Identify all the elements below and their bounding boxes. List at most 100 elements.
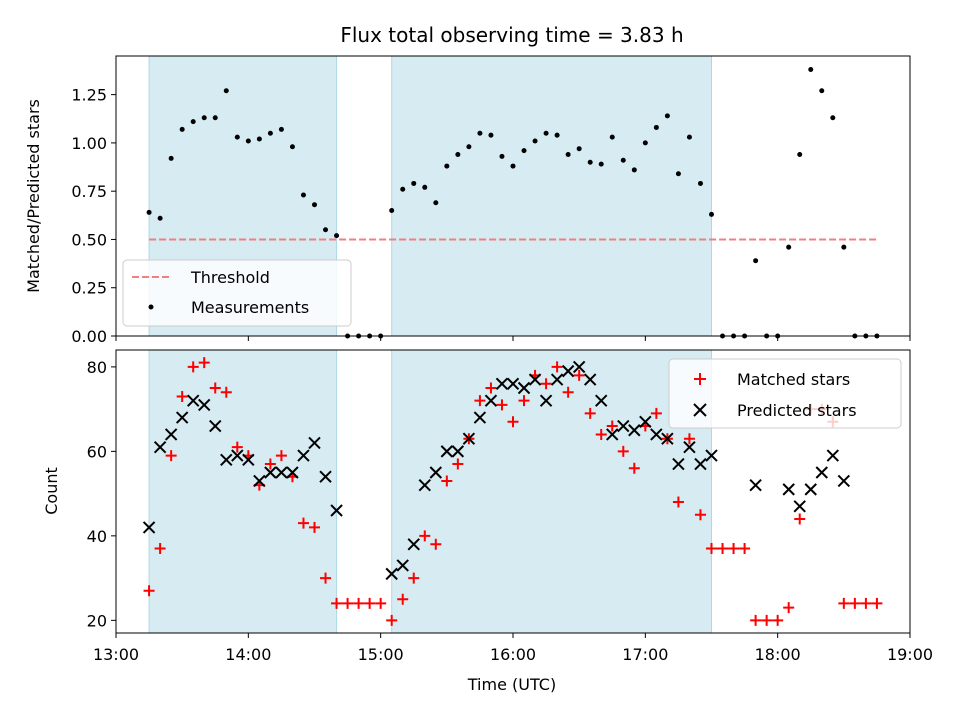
predicted-star-marker: [451, 445, 465, 458]
measurement-point: [334, 233, 340, 239]
x-tick-label: 14:00: [225, 645, 271, 664]
measurement-point: [543, 130, 549, 136]
measurement-point: [587, 159, 593, 165]
matched-star-marker: [717, 543, 729, 555]
matched-star-marker: [772, 614, 784, 626]
matched-star-marker: [606, 420, 618, 432]
matched-star-marker: [275, 450, 287, 462]
ratio-panel: Flux total observing time = 3.83 h 0.000…: [24, 23, 911, 346]
observing-windows-bottom: [148, 349, 712, 634]
measurement-point: [245, 138, 251, 144]
predicted-star-marker: [396, 559, 409, 572]
predicted-star-marker: [617, 419, 630, 433]
predicted-star-marker: [606, 428, 619, 441]
matched-star-marker: [849, 597, 861, 609]
predicted-star-marker: [153, 440, 167, 454]
matched-star-marker: [220, 386, 232, 398]
predicted-star-marker: [661, 432, 674, 445]
predicted-star-marker: [231, 449, 244, 462]
measurement-point: [312, 202, 317, 208]
measurement-point: [267, 130, 273, 136]
x-tick-label: 19:00: [887, 645, 933, 664]
y-tick-label: 1.25: [71, 86, 107, 105]
matched-star-marker: [342, 597, 354, 609]
measurement-point: [709, 211, 714, 217]
matched-star-marker: [783, 602, 795, 614]
measurement-point: [675, 171, 681, 177]
predicted-star-marker: [253, 474, 266, 488]
measurement-point: [753, 258, 759, 264]
measurement-point: [168, 155, 174, 161]
time-x-axis-label: Time (UTC): [467, 675, 556, 694]
count-y-axis-label: Count: [42, 467, 61, 515]
observing-window-band: [391, 349, 712, 634]
predicted-star-marker: [837, 474, 851, 488]
matched-star-marker: [650, 407, 662, 419]
matched-star-marker: [165, 450, 177, 462]
predicted-star-marker: [694, 457, 707, 471]
measurement-point: [565, 151, 571, 157]
measurement-point: [532, 138, 538, 144]
matched-star-marker: [264, 458, 276, 470]
matched-star-marker: [595, 428, 607, 440]
measurement-point: [201, 115, 207, 121]
measurement-point: [256, 136, 262, 142]
observing-window-band: [148, 349, 338, 634]
matched-star-marker: [397, 593, 409, 605]
measurement-point: [223, 88, 229, 94]
y-tick-label: 1.00: [71, 134, 107, 153]
measurement-point: [609, 134, 615, 140]
predicted-star-marker: [782, 483, 795, 496]
matched-star-marker: [353, 597, 365, 609]
matched-star-marker: [176, 390, 188, 402]
matched-star-marker: [419, 530, 431, 542]
count-y-axis: 20 40 60 80: [87, 358, 116, 630]
measurement-point: [234, 134, 240, 140]
predicted-star-marker: [683, 440, 696, 454]
ratio-legend-frame: [122, 259, 352, 327]
predicted-star-marker: [297, 449, 310, 462]
x-tick-label: 16:00: [490, 645, 536, 664]
measurement-point: [323, 227, 329, 233]
measurement-point: [653, 124, 659, 130]
predicted-star-marker: [749, 478, 762, 492]
predicted-star-marker: [275, 466, 288, 479]
measurement-point: [499, 153, 505, 159]
matched-star-marker: [154, 543, 166, 555]
predicted-star-marker: [495, 377, 509, 390]
legend-measurements-label: Measurements: [191, 298, 309, 317]
predicted-star-marker: [264, 466, 277, 479]
matched-star-marker: [408, 572, 420, 584]
matched-star-marker: [386, 614, 398, 626]
ratio-y-axis-label: Matched/Predicted stars: [24, 99, 43, 293]
measurement-point: [620, 157, 626, 163]
matched-star-marker: [672, 496, 684, 508]
predicted-star-marker: [440, 445, 454, 458]
measurement-point: [400, 186, 406, 192]
measurement-point: [411, 180, 417, 186]
ratio-legend[interactable]: Threshold Measurements: [122, 259, 352, 327]
measurement-point: [697, 180, 703, 186]
predicted-star-marker: [517, 381, 531, 395]
matched-star-marker: [794, 513, 806, 525]
predicted-star-marker: [308, 436, 321, 450]
y-tick-label: 0.75: [71, 182, 107, 201]
predicted-star-marker: [385, 567, 398, 581]
measurement-point: [444, 163, 450, 169]
predicted-star-marker: [429, 466, 443, 479]
matched-star-marker: [507, 416, 519, 428]
measurement-point: [455, 151, 461, 157]
count-legend[interactable]: Matched stars Predicted stars: [668, 358, 902, 429]
legend-predicted-label: Predicted stars: [737, 401, 857, 420]
measurement-point: [157, 215, 163, 221]
matched-star-marker: [441, 475, 453, 487]
measurement-point: [686, 134, 692, 140]
measurement-point: [797, 151, 803, 157]
predicted-star-marker: [242, 453, 255, 467]
predicted-star-marker: [186, 394, 200, 407]
matched-star-marker: [187, 361, 199, 373]
matched-star-marker: [694, 509, 706, 521]
predicted-star-marker: [462, 432, 476, 445]
